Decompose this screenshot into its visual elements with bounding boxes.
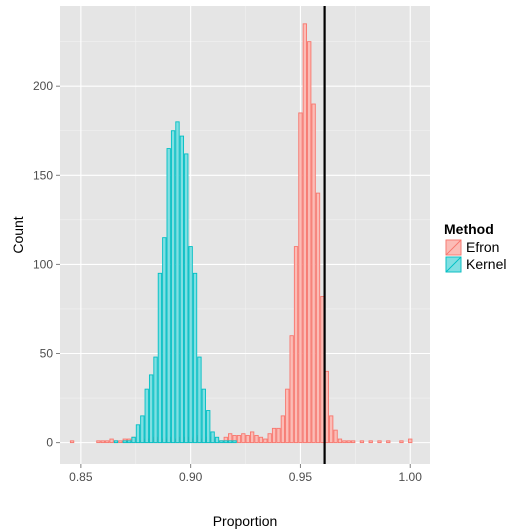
legend-key-slash-efron [445,239,462,256]
bar-efron [276,427,281,444]
bar-kernel [122,440,127,444]
plot-panel [60,6,430,464]
bar-kernel [157,272,163,444]
bar-kernel [175,121,180,444]
bar-kernel [140,415,145,444]
bar-efron [386,440,391,444]
bar-efron [311,103,316,444]
x-tick-label: 0.85 [69,470,93,484]
bar-efron [271,427,277,444]
bar-kernel [131,436,136,444]
bar-kernel [188,246,193,444]
bar-kernel [162,237,167,444]
bar-efron [258,436,264,444]
legend-key-slash-kernel [445,256,462,273]
bar-kernel [166,148,171,444]
bar-kernel [144,388,149,444]
bar-efron [236,435,242,444]
bar-kernel [219,440,224,444]
bar-efron [267,433,272,444]
bar-efron [293,246,299,444]
legend-label-kernel: Kernel [466,256,506,272]
legend-title: Method [444,221,494,237]
bar-efron [69,440,75,444]
bar-kernel [228,440,233,444]
bar-kernel [135,424,141,444]
bar-kernel [206,410,211,444]
bar-kernel [223,440,228,444]
bar-efron [307,41,312,444]
bar-efron [96,440,101,444]
y-tick-label: 0 [46,436,53,450]
bar-efron [368,440,373,444]
bar-efron [105,440,110,444]
bar-kernel [113,440,119,444]
y-axis: 0 50 100 150 200 [33,79,60,450]
bar-kernel [179,135,185,444]
bar-efron [109,438,114,444]
bar-efron [359,440,365,444]
minor-grid [60,6,430,464]
y-tick-label: 50 [40,347,54,361]
bar-efron [408,438,413,444]
bar-efron [337,438,343,444]
bar-efron [245,435,250,444]
bar-efron [280,415,286,444]
bar-efron [254,435,259,444]
bar-efron [329,415,334,444]
bar-efron [315,192,321,444]
bar-efron [263,438,268,444]
bar-kernel [153,356,158,444]
bar-kernel [201,388,206,444]
bar-efron [298,112,303,444]
x-tick-label: 0.95 [289,470,313,484]
bar-kernel [192,272,198,444]
bar-efron [249,431,255,444]
y-tick-label: 150 [33,168,53,182]
legend-label-efron: Efron [466,239,499,255]
bar-kernel [170,130,176,444]
bar-efron [346,440,351,444]
x-tick-label: 1.00 [399,470,423,484]
bar-efron [350,440,356,444]
x-axis-title: Proportion [213,513,278,529]
y-axis-title: Count [10,216,26,253]
bar-kernel [184,153,189,444]
bar-efron [285,388,290,444]
bar-kernel [214,436,220,444]
bar-efron [100,440,105,444]
x-tick-label: 0.90 [179,470,203,484]
bar-efron [241,433,246,444]
y-tick-label: 100 [33,257,53,271]
histogram-bars [69,23,413,444]
bar-efron [289,335,294,444]
y-tick-label: 200 [33,79,53,93]
x-axis: 0.85 0.90 0.95 1.00 [69,464,422,484]
bar-efron [377,440,382,444]
bar-kernel [232,440,237,444]
bar-kernel [127,440,132,444]
bar-efron [302,23,307,444]
bar-kernel [210,431,215,444]
bar-efron [399,440,404,444]
bar-efron [342,440,347,444]
bar-kernel [148,374,154,444]
bar-kernel [197,356,202,444]
bar-efron [333,429,338,444]
bar-efron [118,440,123,444]
